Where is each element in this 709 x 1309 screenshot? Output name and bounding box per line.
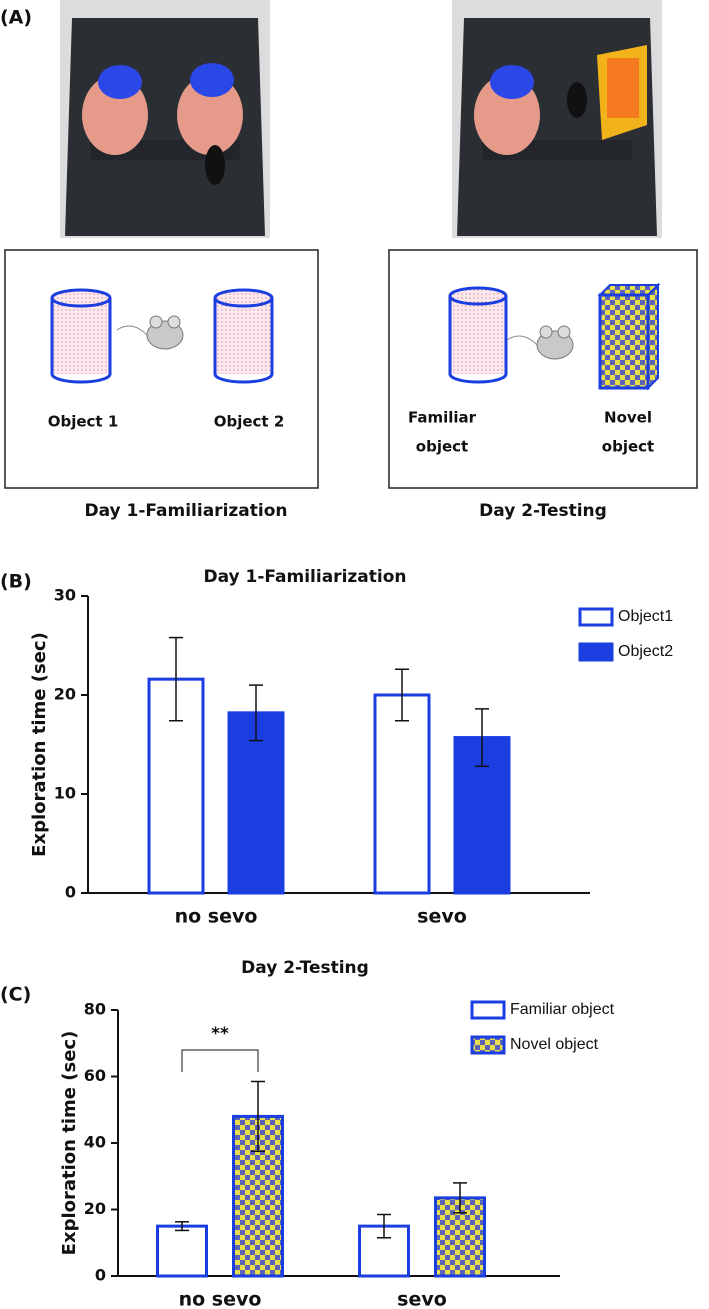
error-bar [453,1182,467,1214]
object-label: Object 1 [48,413,119,431]
error-bar [251,1080,265,1153]
x-tick-label: sevo [397,1289,447,1309]
bottle-cap [190,63,234,97]
bar [232,1114,284,1278]
mouse-photo [567,82,587,118]
cylinder-side [448,296,508,384]
error-bar [249,684,263,742]
y-tick-label: 0 [95,1266,106,1285]
chart-title: Day 1-Familiarization [203,567,406,587]
object-label: Novel [604,409,652,427]
bottle-cap [98,65,142,99]
bottle [177,75,243,155]
error-bar [475,708,489,768]
y-tick-label: 60 [84,1066,106,1085]
y-tick-label: 20 [84,1199,106,1218]
object-label: object [602,438,654,456]
caption: Day 1-Familiarization [84,501,287,521]
y-tick-label: 80 [84,1000,106,1019]
cylinder-body [215,298,272,374]
bar [373,693,431,895]
panel-label: (A) [0,7,32,29]
annotation: ** [211,1024,229,1044]
legend-swatch [578,642,614,662]
object-label: Familiar [408,409,477,427]
caption: Day 2-Testing [479,501,607,521]
error-bar [169,636,183,722]
y-tick-label: 30 [54,586,76,605]
mouse-tail [116,325,148,336]
error-bar [395,668,409,722]
y-tick-label: 10 [54,784,76,803]
mouse-ear [149,315,163,329]
error-bar [377,1213,391,1239]
cylinder-side [213,298,274,384]
mouse-ear [557,325,571,339]
legend-swatch [470,1035,506,1055]
y-axis-label: Exploration time (sec) [29,632,50,857]
object-label: object [416,438,468,456]
x-tick-label: sevo [417,906,467,928]
mouse-tail [506,335,538,346]
cylinder-side [50,298,112,384]
x-tick-label: no sevo [179,1289,262,1309]
cylinder-top [50,288,112,308]
cylinder-body [52,298,110,374]
legend-label: Object2 [618,643,673,660]
bar [227,711,285,895]
legend-swatch [578,607,614,627]
chart-title: Day 2-Testing [241,958,369,978]
legend-label: Novel object [510,1036,599,1053]
error-bar [175,1221,189,1232]
legend-label: Object1 [618,608,673,625]
y-tick-label: 20 [54,685,76,704]
novel-box-inner [607,58,639,118]
mouse-photo [205,145,225,185]
y-tick-label: 40 [84,1133,106,1152]
object-label: Object 2 [214,413,285,431]
cylinder-top [213,288,274,308]
x-tick-label: no sevo [175,906,258,928]
mouse-ear [539,325,553,339]
bar [156,1224,208,1278]
cylinder-body [450,296,506,374]
legend-swatch [470,1000,506,1020]
significance-bracket [181,1049,259,1072]
mouse-ear [167,315,181,329]
y-axis-label: Exploration time (sec) [59,1031,80,1256]
bottle-cap [490,65,534,99]
novel-box-front [598,293,650,390]
cylinder-top [448,286,508,306]
legend-label: Familiar object [510,1001,615,1018]
panel-label: (B) [0,571,32,593]
y-tick-label: 0 [65,883,76,902]
panel-label: (C) [0,984,31,1006]
